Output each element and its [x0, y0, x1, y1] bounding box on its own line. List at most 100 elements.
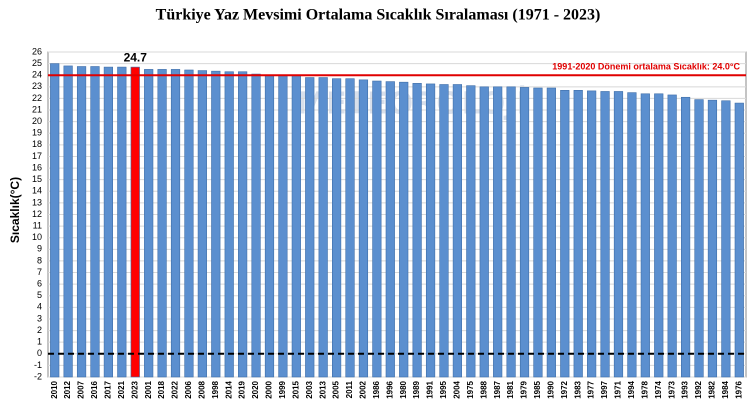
x-tick-label: 1973	[667, 380, 676, 398]
bar	[667, 94, 677, 378]
value-label: 24.7	[124, 50, 148, 64]
x-tick-label: 1999	[278, 380, 287, 398]
x-tick-label: 2000	[265, 380, 274, 398]
x-tick-label: 1992	[694, 380, 703, 398]
x-tick-label: 2018	[157, 380, 166, 398]
bar	[332, 78, 342, 378]
bar	[466, 85, 476, 378]
x-tick-label: 1988	[479, 380, 488, 398]
y-tick-label: 17	[32, 151, 42, 161]
x-tick-label: 2006	[184, 380, 193, 398]
y-tick-label: 11	[33, 220, 42, 230]
bar	[613, 91, 624, 378]
bar	[130, 66, 140, 378]
y-tick-label: 24	[32, 70, 42, 80]
bar	[654, 93, 664, 378]
x-tick-label: 1978	[640, 380, 649, 398]
x-tick-label: 2004	[453, 380, 462, 398]
y-tick-label: 0	[37, 348, 42, 358]
bar	[144, 69, 154, 378]
x-tick-label: 1983	[573, 380, 582, 398]
bar	[734, 102, 744, 378]
x-tick-label: 1979	[520, 380, 529, 398]
x-tick-label: 1991	[426, 380, 435, 398]
x-tick-label: 2002	[359, 380, 368, 398]
bar	[385, 81, 395, 378]
x-tick-label: 2011	[345, 380, 354, 398]
y-tick-label: 13	[32, 197, 42, 207]
x-tick-label: 1985	[533, 380, 542, 398]
y-tick-label: 21	[32, 104, 42, 114]
bar	[76, 66, 87, 378]
reference-label: 1991-2020 Dönemi ortalama Sıcaklık: 24.0…	[552, 62, 740, 72]
x-tick-label: 2017	[104, 380, 113, 398]
y-tick-label: 7	[37, 267, 42, 277]
bar	[305, 77, 315, 378]
y-tick-label: 2	[37, 325, 42, 335]
x-tick-label: 2021	[117, 380, 126, 398]
x-tick-label: 2008	[197, 380, 206, 398]
y-tick-label: 10	[32, 232, 42, 242]
y-tick-label: -1	[34, 360, 42, 370]
bar	[50, 63, 60, 378]
y-tick-label: 8	[37, 255, 42, 265]
bar	[184, 69, 194, 378]
bar	[681, 96, 691, 378]
y-tick-label: 20	[32, 116, 42, 126]
x-tick-label: 1997	[600, 380, 609, 398]
x-tick-label: 1984	[721, 380, 730, 398]
y-tick-label: 15	[32, 174, 42, 184]
bar	[157, 69, 167, 378]
bar	[291, 74, 301, 378]
x-tick-label: 2019	[238, 380, 247, 398]
x-tick-label: 1986	[372, 380, 381, 398]
watermark: METEOROLOJİ	[296, 86, 527, 122]
bar	[264, 74, 275, 378]
x-tick-label: 2023	[130, 380, 139, 398]
x-tick-label: 2010	[50, 380, 59, 398]
y-tick-label: 1	[37, 337, 42, 347]
x-tick-label: 1977	[587, 380, 596, 398]
y-tick-label: 16	[32, 162, 42, 172]
y-tick-label: 25	[32, 58, 42, 68]
bar	[627, 92, 637, 378]
y-tick-label: 4	[37, 302, 42, 312]
bar	[519, 87, 530, 378]
bar	[399, 81, 409, 378]
x-tick-label: 1974	[654, 380, 663, 398]
x-tick-label: 2001	[144, 380, 153, 398]
x-tick-label: 2015	[291, 380, 300, 398]
y-tick-label: 23	[32, 81, 42, 91]
x-tick-label: 2013	[318, 380, 327, 398]
y-tick-label: -2	[34, 371, 42, 381]
bar	[117, 66, 127, 378]
bar	[318, 77, 328, 378]
bar	[372, 80, 382, 378]
y-tick-label: 6	[37, 279, 42, 289]
bar	[103, 66, 113, 378]
bar	[278, 74, 288, 378]
x-tick-label: 1972	[560, 380, 569, 398]
x-tick-label: 1980	[399, 380, 408, 398]
x-tick-label: 1987	[493, 380, 502, 398]
bar	[573, 90, 583, 378]
y-tick-label: 9	[37, 244, 42, 254]
x-tick-label: 2016	[90, 380, 99, 398]
bar	[587, 90, 597, 378]
x-tick-label: 1976	[734, 380, 743, 398]
y-tick-label: 19	[32, 128, 42, 138]
bar	[90, 66, 100, 378]
y-tick-label: 14	[32, 186, 42, 196]
x-tick-label: 1998	[211, 380, 220, 398]
bar	[546, 87, 556, 378]
x-tick-label: 2003	[305, 380, 314, 398]
bar	[694, 99, 704, 378]
x-tick-label: 1989	[412, 380, 421, 398]
y-tick-label: 3	[37, 313, 42, 323]
y-tick-label: 5	[37, 290, 42, 300]
bar	[560, 90, 570, 378]
x-tick-label: 1975	[466, 380, 475, 398]
bar	[170, 69, 181, 378]
x-tick-label: 1996	[385, 380, 394, 398]
